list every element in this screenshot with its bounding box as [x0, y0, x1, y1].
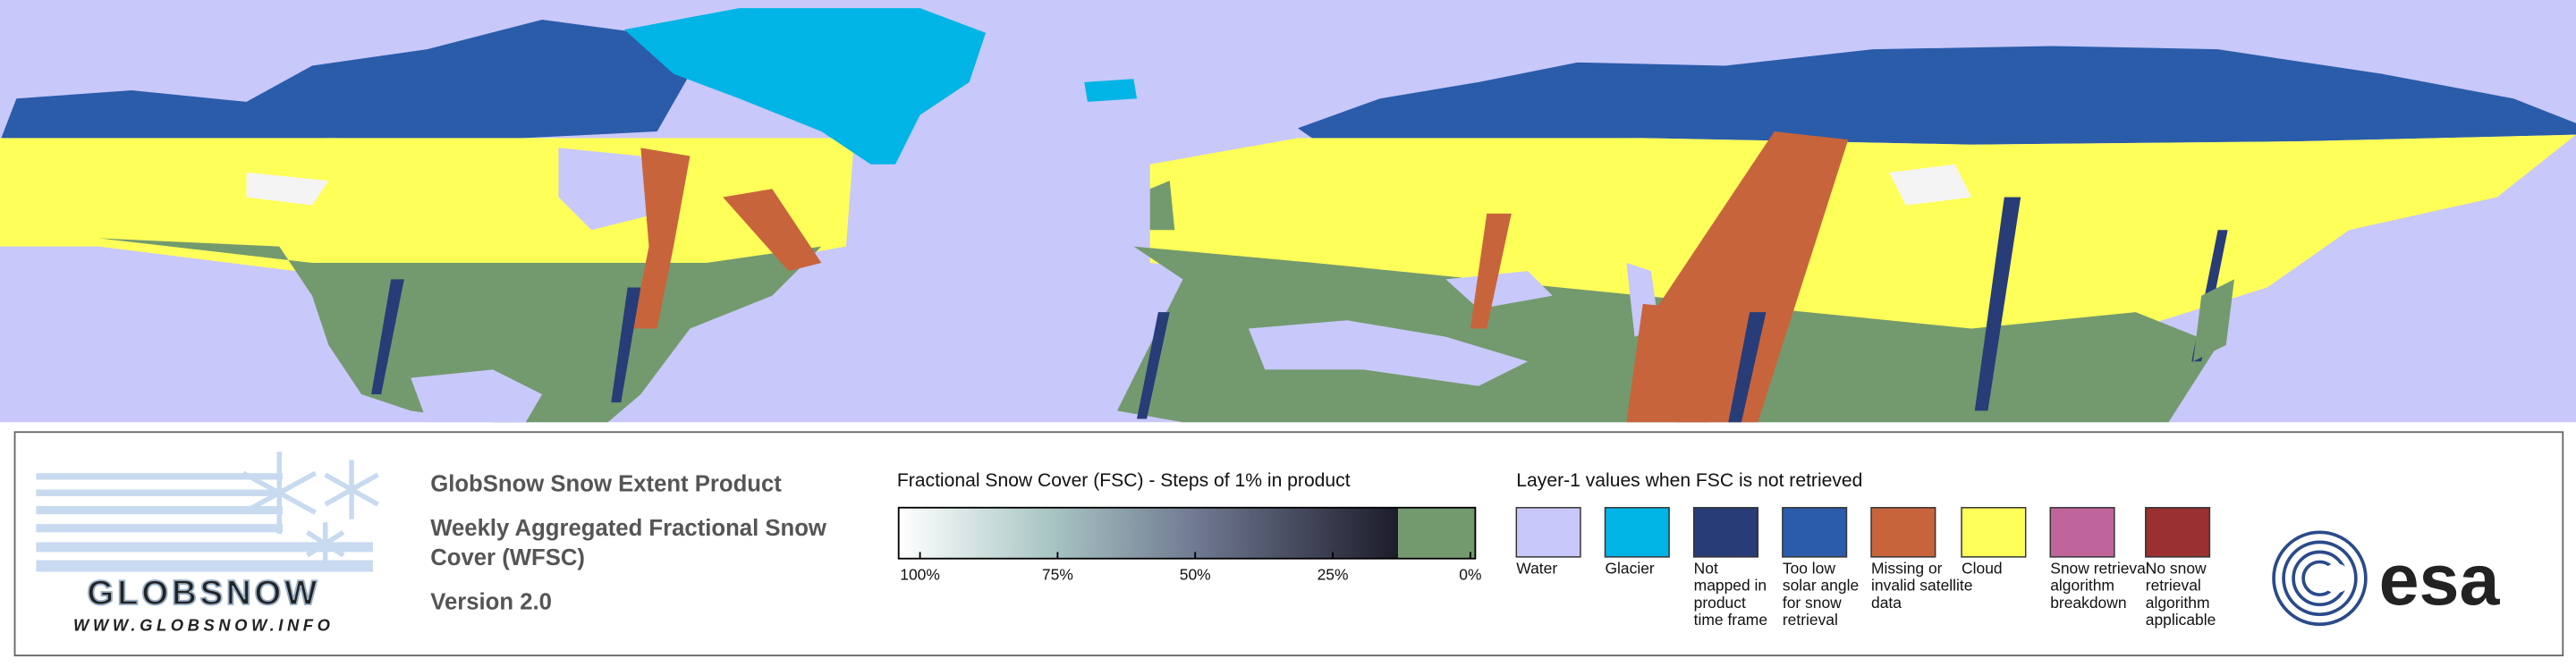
fsc-zero-swatch [1398, 507, 1476, 559]
layer1-label: algorithm [2050, 577, 2114, 595]
map [0, 8, 2576, 423]
layer1-swatch [1782, 507, 1848, 558]
japan [2193, 279, 2234, 362]
logo-stripe [36, 473, 283, 480]
fsc-ticks: 100% 75% 50% 25% 0% [900, 552, 1481, 584]
globsnow-url: WWW.GLOBSNOW.INFO [73, 616, 334, 635]
mediterranean [1248, 320, 1529, 386]
esa-logo: esa [2272, 530, 2501, 627]
nodata-stripe [611, 287, 641, 403]
nodata-stripe [1974, 197, 2021, 411]
globsnow-logo: GLOBSNOW WWW.GLOBSNOW.INFO [36, 452, 379, 635]
layer1-label: time frame [1694, 611, 1767, 629]
layer1-label: Snow retrieval [2050, 559, 2148, 577]
globsnow-wordmark: GLOBSNOW [87, 574, 320, 612]
layer1-label: applicable [2146, 611, 2216, 629]
greenland [623, 8, 987, 165]
logo-stripe [36, 489, 283, 496]
nodata-stripe [1728, 312, 1767, 423]
layer1-swatch [2049, 507, 2115, 558]
logo-stripe [36, 560, 373, 572]
layer1-label: retrieval [2146, 577, 2201, 595]
product-subtitle: Cover (WFSC) [430, 545, 585, 570]
fsc-tick-label: 75% [1042, 566, 1073, 584]
layer1-label: No snow [2146, 559, 2207, 577]
layer1-label: Water [1516, 559, 1557, 577]
esa-emblem-core [2321, 563, 2351, 594]
snow-patch [246, 172, 329, 206]
layer1-label: invalid satellite [1871, 577, 1972, 595]
product-title: GlobSnow Snow Extent Product [430, 471, 782, 496]
fsc-tick-label: 50% [1180, 566, 1211, 584]
logo-stripe [36, 505, 283, 515]
layer1-label: retrieval [1783, 611, 1838, 629]
nodata-stripe [371, 279, 404, 394]
layer1-label: data [1871, 594, 1902, 612]
fsc-title: Fractional Snow Cover (FSC) - Steps of 1… [897, 470, 1351, 491]
layer1-swatch [1870, 507, 1936, 558]
arctic-eurasia [1298, 46, 2576, 145]
layer1-label: breakdown [2050, 594, 2126, 612]
black-sea [1445, 271, 1553, 309]
layer1-label: Not [1694, 559, 1718, 577]
fsc-colorbar [898, 507, 1399, 559]
layer1-label: solar angle [1783, 577, 1859, 595]
north-america-land [98, 238, 822, 423]
product-subtitle: Weekly Aggregated Fractional Snow [430, 516, 827, 541]
hudson-bay [558, 148, 657, 231]
layer1-label: algorithm [2146, 594, 2210, 612]
nodata-stripe [1137, 312, 1170, 419]
snow-patch [1889, 164, 1972, 206]
missing-canada-2 [723, 189, 822, 272]
layer1-swatch [2145, 507, 2211, 558]
layer1-label: Glacier [1605, 559, 1654, 577]
layer1-label: product [1694, 594, 1746, 612]
fsc-tick-label: 0% [1459, 566, 1481, 584]
layer1-label: for snow [1783, 594, 1842, 612]
gulf-of-mexico [411, 369, 543, 423]
arctic-canada [0, 20, 691, 142]
missing-asia-2 [1626, 303, 1725, 423]
logo-stripe [36, 524, 283, 533]
layer1-swatch [1604, 507, 1670, 558]
esa-wordmark: esa [2379, 540, 2501, 621]
layer1-label: Cloud [1962, 559, 2003, 577]
layer1-label: Missing or [1871, 559, 1943, 577]
layer1-swatch [1515, 507, 1581, 558]
layer1-title: Layer-1 values when FSC is not retrieved [1516, 470, 1862, 491]
logo-stripe [36, 542, 373, 553]
uk [1149, 181, 1175, 231]
layer1-swatch [1692, 507, 1759, 558]
fsc-colorbar-frame [897, 506, 1477, 560]
missing-europe [1470, 213, 1512, 329]
layer1-swatch [1961, 507, 2027, 558]
iceland [1084, 79, 1138, 102]
snowflake-icon [242, 452, 379, 566]
product-version: Version 2.0 [430, 590, 552, 615]
layer1-label: mapped in [1694, 577, 1767, 595]
fsc-tick-label: 25% [1318, 566, 1349, 584]
missing-canada [632, 148, 691, 329]
fsc-tick-label: 100% [900, 566, 940, 584]
layer1-label: Too low [1783, 559, 1836, 577]
